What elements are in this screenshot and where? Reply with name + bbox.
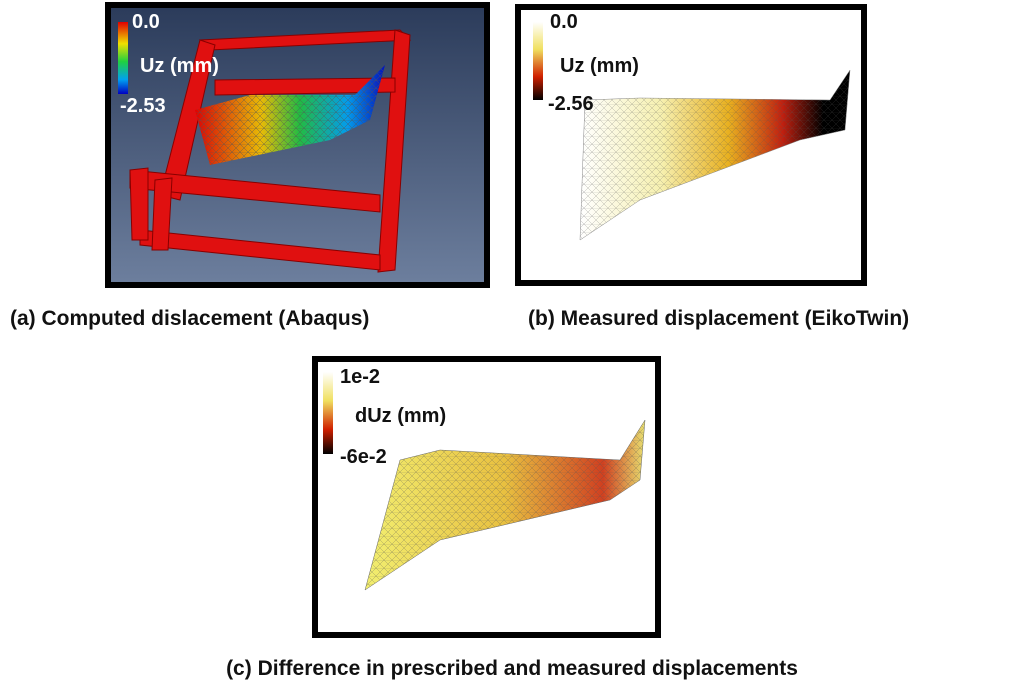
legend-quantity: Uz (mm) — [560, 55, 639, 77]
legend-max: 0.0 — [550, 11, 578, 33]
caption-a: (a) Computed dislacement (Abaqus) — [10, 307, 369, 330]
panel-a: 0.0 Uz (mm) -2.53 — [105, 2, 490, 288]
legend-quantity: Uz (mm) — [140, 55, 219, 77]
legend-min: -2.53 — [120, 95, 166, 117]
legend-quantity: dUz (mm) — [355, 405, 446, 427]
legend-min: -2.56 — [548, 93, 594, 115]
legend-max: 1e-2 — [340, 366, 380, 388]
legend-max: 0.0 — [132, 11, 160, 33]
panel-c: 1e-2 dUz (mm) -6e-2 — [312, 356, 661, 638]
panel-b: 0.0 Uz (mm) -2.56 — [515, 4, 867, 286]
caption-b: (b) Measured displacement (EikoTwin) — [528, 307, 909, 330]
legend-min: -6e-2 — [340, 446, 387, 468]
caption-c: (c) Difference in prescribed and measure… — [226, 657, 798, 680]
